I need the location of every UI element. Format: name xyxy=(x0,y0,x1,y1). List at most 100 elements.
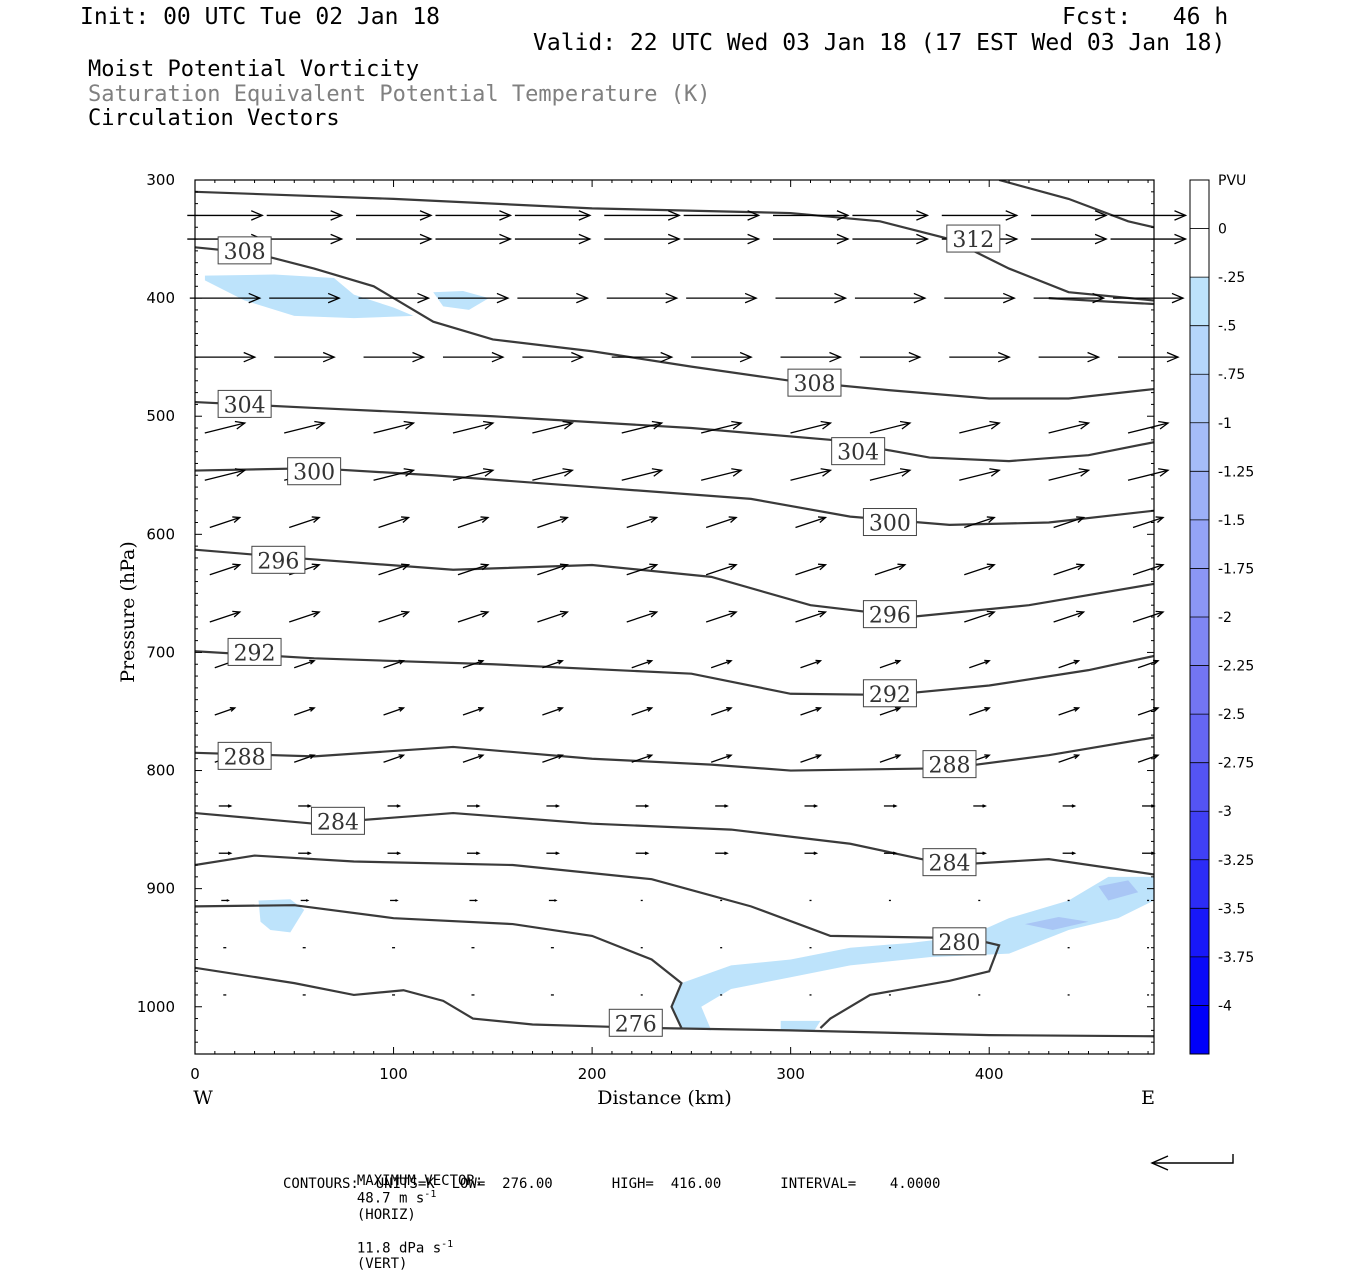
vector-head xyxy=(989,468,1001,477)
vector-head xyxy=(986,516,996,523)
circulation-vector xyxy=(390,899,399,902)
vector-shaft xyxy=(532,469,573,481)
vector-head xyxy=(894,707,902,712)
vector-head xyxy=(660,351,674,363)
vector-head xyxy=(477,754,485,760)
contour-label: 280 xyxy=(938,931,980,956)
circulation-vector xyxy=(537,610,569,623)
vector-shaft xyxy=(537,564,568,576)
vector-head xyxy=(726,659,733,665)
vector-head xyxy=(232,610,242,618)
circulation-vector xyxy=(795,610,828,623)
vector-shaft xyxy=(879,754,901,763)
vector-shaft xyxy=(1132,611,1164,623)
contour-label: 308 xyxy=(793,372,835,397)
vector-head xyxy=(562,468,575,477)
colorbar-label: -2 xyxy=(1218,610,1232,626)
vector-head xyxy=(1155,563,1165,571)
vector-head xyxy=(234,468,247,477)
circulation-vector xyxy=(1062,804,1077,808)
circulation-vector xyxy=(631,659,654,669)
colorbar-swatch xyxy=(1190,811,1209,861)
vector-shaft xyxy=(378,516,409,529)
vector-shaft xyxy=(452,422,494,434)
vector-head xyxy=(401,516,411,523)
vector-shaft xyxy=(710,754,732,763)
circulation-vector xyxy=(635,804,650,808)
circulation-vector xyxy=(604,210,681,221)
circulation-vector xyxy=(457,516,490,529)
circulation-vector xyxy=(457,610,490,623)
vector-head xyxy=(984,707,991,712)
vector-shaft xyxy=(293,754,315,763)
circulation-vector xyxy=(288,516,321,529)
vector-head xyxy=(475,851,481,855)
max-vector-horiz: 48.7 m s xyxy=(356,1190,425,1207)
circulation-vector xyxy=(959,468,1001,481)
contour-label: 312 xyxy=(952,228,994,253)
vector-head xyxy=(1153,707,1160,712)
circulation-vector xyxy=(356,233,433,245)
field-title-theta: Saturation Equivalent Potential Temperat… xyxy=(88,82,711,107)
circulation-vector xyxy=(437,292,510,304)
vector-head xyxy=(1155,516,1165,523)
vector-head xyxy=(724,851,729,855)
circulation-vector xyxy=(373,420,416,434)
colorbar-swatch xyxy=(1190,325,1209,375)
vector-shaft xyxy=(209,611,240,623)
contour-label: 292 xyxy=(234,641,276,666)
circulation-vector xyxy=(221,899,230,902)
vector-head xyxy=(309,659,316,665)
contour-info: CONTOURS: UNITS=K LOW= 276.00 HIGH= 416.… xyxy=(283,1176,941,1192)
circulation-vector xyxy=(548,899,558,902)
vector-head xyxy=(480,516,490,523)
circulation-vector xyxy=(514,210,592,221)
vector-shaft xyxy=(795,516,826,529)
y-tick-label: 400 xyxy=(146,289,175,307)
vector-head xyxy=(226,899,230,902)
circulation-vector xyxy=(466,804,481,808)
circulation-vector xyxy=(532,420,575,434)
vector-head xyxy=(1076,563,1086,571)
vector-head xyxy=(403,468,416,477)
circulation-vector xyxy=(1137,754,1160,763)
vector-shaft xyxy=(964,611,995,623)
colorbar-swatch xyxy=(1190,665,1209,715)
circulation-vector xyxy=(683,210,761,221)
circulation-vector xyxy=(266,210,344,221)
circulation-vector xyxy=(532,468,575,481)
circulation-vector xyxy=(1127,468,1170,481)
vector-head xyxy=(307,851,312,855)
contour-label-box xyxy=(862,508,917,537)
contour-304 xyxy=(195,400,1154,463)
vector-head xyxy=(398,707,406,712)
colorbar-swatch xyxy=(1190,1005,1209,1055)
vector-shaft xyxy=(1053,516,1084,529)
pv-region xyxy=(258,899,305,933)
vector-shaft xyxy=(383,707,404,716)
vector-head xyxy=(1158,420,1170,430)
vector-shaft xyxy=(621,469,662,481)
vector-shaft xyxy=(959,422,1000,434)
vector-shaft xyxy=(969,707,990,716)
x-tick-label: 0 xyxy=(190,1065,200,1083)
contour-label: 288 xyxy=(928,754,970,779)
vector-head xyxy=(330,210,344,221)
circulation-vector xyxy=(387,804,402,808)
field-title-pv: Moist Potential Vorticity xyxy=(88,57,420,82)
vector-head xyxy=(815,754,823,760)
circulation-vector xyxy=(284,420,326,434)
circulation-vector xyxy=(218,851,233,855)
vector-shaft xyxy=(705,564,737,576)
contour-label-box xyxy=(787,368,842,397)
colorbar-label: -2.5 xyxy=(1218,707,1245,723)
vector-head xyxy=(728,516,738,523)
y-tick-label: 700 xyxy=(146,643,175,661)
vector-shaft xyxy=(710,707,732,716)
circulation-vector xyxy=(874,563,907,576)
circulation-vector xyxy=(606,292,679,304)
contour-288 xyxy=(195,736,1154,772)
circulation-vector xyxy=(383,707,406,716)
vector-head xyxy=(1094,233,1108,245)
circulation-vector xyxy=(300,899,310,902)
